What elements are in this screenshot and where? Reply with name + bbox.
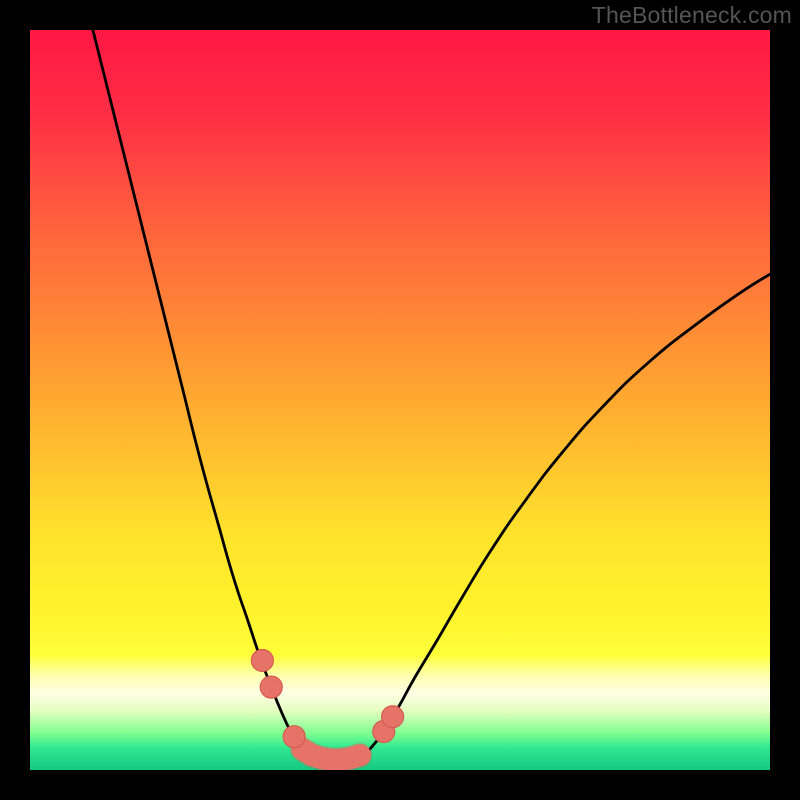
bottleneck-chart (30, 30, 770, 770)
marker-dot (283, 726, 305, 748)
marker-dot (251, 649, 273, 671)
marker-dot (260, 676, 282, 698)
watermark-text: TheBottleneck.com (592, 2, 792, 29)
chart-container (30, 30, 770, 770)
marker-dot (382, 706, 404, 728)
marker-flat-segment (302, 749, 360, 759)
